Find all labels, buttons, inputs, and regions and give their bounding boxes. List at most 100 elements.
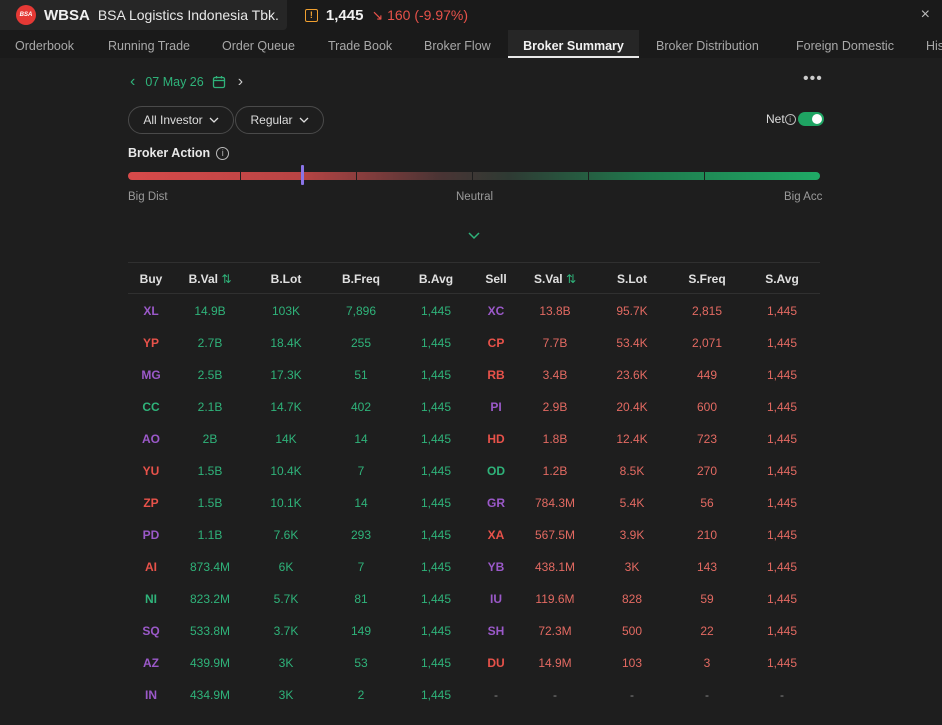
price-change-value: 160 (-9.97%)	[387, 6, 469, 23]
buy-avg: 1,445	[420, 304, 452, 318]
sell-broker-code[interactable]: XA	[487, 528, 505, 542]
tab-broker-distribution[interactable]: Broker Distribution	[656, 39, 759, 53]
company-logo: BSA	[16, 5, 36, 25]
buy-broker-code[interactable]: SQ	[142, 624, 160, 638]
table-row[interactable]: NI 823.2M 5.7K 81 1,445 IU 119.6M 828 59 1,445	[128, 582, 820, 614]
chevron-down-icon	[299, 117, 308, 123]
buy-avg: 1,445	[420, 624, 452, 638]
sell-broker-code[interactable]: DU	[487, 656, 505, 670]
table-row[interactable]: XL 14.9B 103K 7,896 1,445 XC 13.8B 95.7K 2,815 1,…	[128, 294, 820, 326]
broker-action-title: Broker Action	[128, 146, 211, 160]
market-dropdown[interactable]: Regular	[235, 106, 324, 134]
ticker-symbol[interactable]: WBSA	[44, 6, 90, 24]
sell-broker-code[interactable]: OD	[487, 464, 505, 478]
sell-broker-code[interactable]: YB	[487, 560, 505, 574]
sell-broker-code[interactable]: CP	[487, 336, 505, 350]
tab-running-trade[interactable]: Running Trade	[108, 39, 191, 53]
info-icon[interactable]: i	[784, 113, 796, 125]
table-row[interactable]: IN 434.9M 3K 2 1,445 - - - - -	[128, 678, 820, 710]
header-sell: Sell	[485, 272, 507, 286]
sell-broker-code[interactable]: HD	[487, 432, 505, 446]
date-value[interactable]: 07 May 26	[145, 75, 204, 89]
sell-lot: 3.9K	[619, 528, 645, 542]
tab-order-queue[interactable]: Order Queue	[222, 39, 295, 53]
buy-broker-code[interactable]: ZP	[143, 496, 159, 510]
buy-freq: 81	[354, 592, 368, 606]
sell-value: 2.9B	[542, 400, 568, 414]
sell-value: 7.7B	[542, 336, 568, 350]
close-icon[interactable]: ×	[920, 6, 930, 23]
buy-broker-code[interactable]: CC	[142, 400, 160, 414]
table-row[interactable]: MG 2.5B 17.3K 51 1,445 RB 3.4B 23.6K 449 1,445	[128, 358, 820, 390]
table-row[interactable]: CC 2.1B 14.7K 402 1,445 PI 2.9B 20.4K 600 1,445	[128, 390, 820, 422]
table-row[interactable]: AZ 439.9M 3K 53 1,445 DU 14.9M 103 3 1,445	[128, 646, 820, 678]
sell-value: 13.8B	[539, 304, 571, 318]
sell-freq: 210	[696, 528, 718, 542]
tab-orderbook[interactable]: Orderbook	[15, 39, 75, 53]
neutral-label: Neutral	[456, 191, 494, 203]
net-toggle-group: Net i	[766, 112, 824, 126]
sell-avg: 1,445	[766, 464, 798, 478]
buy-freq: 53	[354, 656, 368, 670]
expand-chevron-icon[interactable]	[468, 232, 480, 240]
warning-icon[interactable]: !	[304, 8, 318, 22]
next-date-icon[interactable]: ›	[237, 73, 244, 90]
tab-broker-summary[interactable]: Broker Summary	[508, 30, 639, 58]
buy-lot: 3K	[278, 656, 294, 670]
sell-broker-code[interactable]: IU	[490, 592, 502, 606]
buy-freq: 14	[354, 432, 368, 446]
buy-value: 533.8M	[189, 624, 231, 638]
table-row[interactable]: YP 2.7B 18.4K 255 1,445 CP 7.7B 53.4K 2,071 1,445	[128, 326, 820, 358]
prev-date-icon[interactable]: ‹	[130, 73, 136, 90]
buy-broker-code[interactable]: AI	[145, 560, 157, 574]
sell-avg: 1,445	[766, 400, 798, 414]
buy-broker-code[interactable]: AO	[142, 432, 160, 446]
header-sval[interactable]: S.Val ⇅	[524, 263, 586, 295]
buy-lot: 18.4K	[270, 336, 302, 350]
sell-broker-code[interactable]: PI	[490, 400, 502, 414]
sell-freq: -	[705, 688, 709, 702]
calendar-icon[interactable]	[212, 75, 226, 89]
buy-lot: 3.7K	[273, 624, 299, 638]
sell-freq: 143	[696, 560, 718, 574]
table-row[interactable]: PD 1.1B 7.6K 293 1,445 XA 567.5M 3.9K 210 1,445	[128, 518, 820, 550]
sell-broker-code[interactable]: SH	[487, 624, 505, 638]
table-row[interactable]: YU 1.5B 10.4K 7 1,445 OD 1.2B 8.5K 270 1,445	[128, 454, 820, 486]
tab-foreign-domestic[interactable]: Foreign Domestic	[796, 39, 894, 53]
sell-broker-code[interactable]: XC	[487, 304, 505, 318]
tab-trade-book[interactable]: Trade Book	[328, 39, 393, 53]
sell-broker-code[interactable]: RB	[487, 368, 505, 382]
table-row[interactable]: SQ 533.8M 3.7K 149 1,445 SH 72.3M 500 22 1,445	[128, 614, 820, 646]
buy-avg: 1,445	[420, 592, 452, 606]
info-icon[interactable]: i	[216, 146, 230, 160]
sell-freq: 2,815	[691, 304, 723, 318]
sell-lot: 500	[621, 624, 643, 638]
buy-broker-code[interactable]: MG	[141, 368, 161, 382]
buy-broker-code[interactable]: YU	[142, 464, 160, 478]
table-row[interactable]: ZP 1.5B 10.1K 14 1,445 GR 784.3M 5.4K 56 1,445	[128, 486, 820, 518]
net-toggle[interactable]	[797, 112, 824, 126]
buy-broker-code[interactable]: YP	[142, 336, 159, 350]
table-row[interactable]: AO 2B 14K 14 1,445 HD 1.8B 12.4K 723 1,445	[128, 422, 820, 454]
sell-broker-code[interactable]: GR	[487, 496, 505, 510]
table-row[interactable]: AI 873.4M 6K 7 1,445 YB 438.1M 3K 143 1,445	[128, 550, 820, 582]
stock-info: BSA WBSA BSA Logistics Indonesia Tbk.	[0, 0, 287, 30]
investor-dropdown[interactable]: All Investor	[128, 106, 234, 134]
sell-lot: 8.5K	[619, 464, 645, 478]
tab-broker-flow[interactable]: Broker Flow	[424, 39, 491, 53]
header-bval[interactable]: B.Val ⇅	[180, 263, 240, 295]
sell-broker-code[interactable]: -	[494, 688, 498, 702]
buy-value: 439.9M	[189, 656, 231, 670]
buy-broker-code[interactable]: AZ	[143, 656, 159, 670]
buy-broker-code[interactable]: IN	[145, 688, 157, 702]
bar-divider	[472, 172, 473, 180]
company-name: BSA Logistics Indonesia Tbk.	[97, 7, 279, 23]
more-options-icon[interactable]: •••	[803, 70, 823, 87]
buy-broker-code[interactable]: NI	[145, 592, 157, 606]
buy-broker-code[interactable]: PD	[142, 528, 160, 542]
tab-history[interactable]: His	[926, 39, 942, 53]
buy-lot: 3K	[278, 688, 294, 702]
buy-avg: 1,445	[420, 400, 452, 414]
chevron-down-icon	[209, 117, 219, 123]
buy-broker-code[interactable]: XL	[143, 304, 159, 318]
